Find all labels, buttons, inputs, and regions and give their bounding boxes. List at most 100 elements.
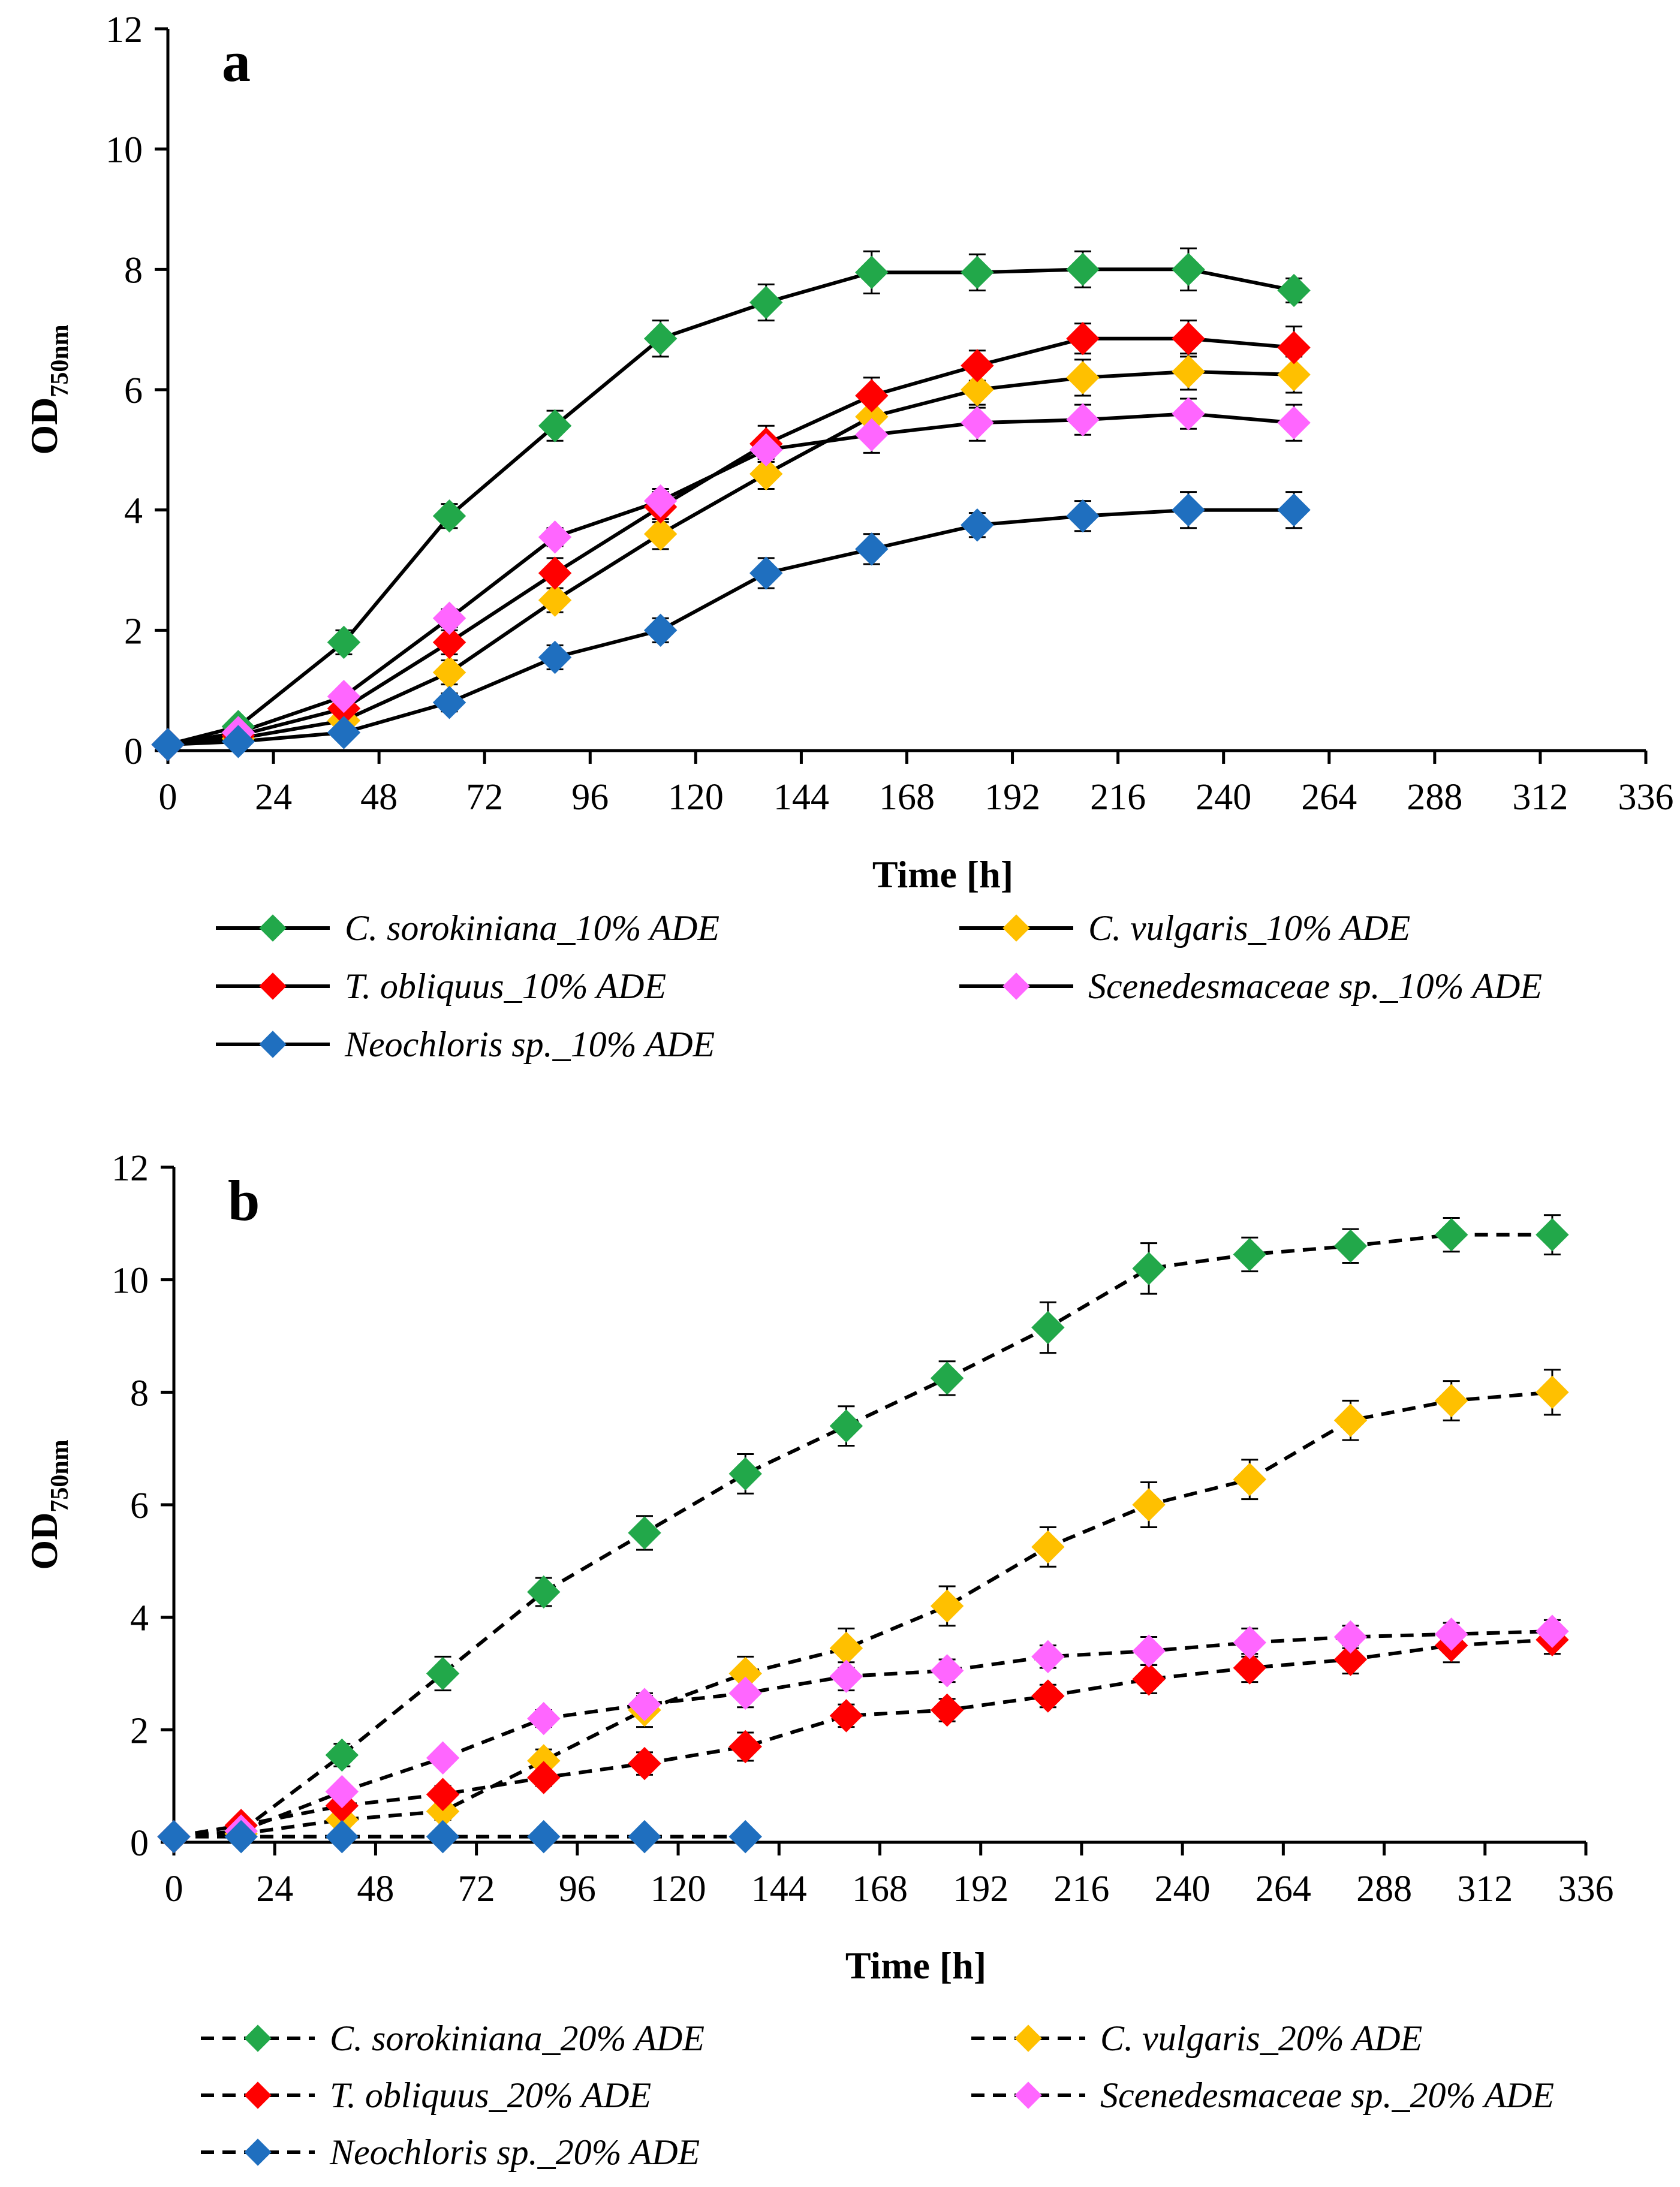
x-tick-label: 96 [571,777,609,818]
y-tick-label: 0 [130,1823,149,1864]
data-point-series-2 [961,373,994,406]
data-point-series-4 [432,601,466,635]
data-point-series-1 [1277,273,1311,308]
data-point-series-5 [221,725,255,758]
data-point-series-5 [855,532,889,566]
data-point-series-4 [1233,1626,1266,1659]
series-line-3 [167,336,1294,746]
y-tick-label: 4 [130,1598,149,1639]
data-point-series-1 [728,1457,762,1491]
data-point-series-3 [432,625,466,659]
data-point-series-5 [961,508,994,542]
data-point-series-4 [538,520,572,554]
data-point-series-3 [628,1746,661,1781]
y-axis-title-main: OD [23,1513,65,1570]
y-tick-label: 8 [130,1373,149,1414]
x-tick-label: 48 [357,1869,394,1909]
series-line-3 [173,1638,1553,1839]
legend-marker [259,914,287,942]
data-point-series-4 [325,1775,359,1809]
data-point-series-3 [538,556,572,590]
data-point-series-1 [1536,1218,1569,1252]
x-tick-label: 120 [668,777,724,818]
x-tick-label: 240 [1196,777,1251,818]
data-point-series-2 [1435,1384,1468,1418]
data-point-series-2 [1277,358,1311,391]
data-point-series-1 [432,499,466,533]
data-point-series-2 [749,457,783,491]
series-line-2 [167,369,1294,746]
series-line-1 [173,1233,1552,1839]
legend-label: T. obliquus_10% ADE [345,966,666,1006]
y-axis-title: OD750nm [23,1439,74,1570]
data-point-series-1 [628,1516,661,1550]
x-axis-title: Time [h] [845,1944,986,1987]
x-tick-label: 0 [159,777,177,818]
data-point-series-4 [961,406,994,439]
data-point-series-5 [1172,493,1205,527]
x-tick-label: 192 [984,777,1040,818]
x-tick-label: 0 [165,1869,183,1909]
legend-label: Neochloris sp._20% ADE [329,2132,700,2172]
legend-label: C. sorokiniana_10% ADE [345,908,719,948]
legend-label: Neochloris sp._10% ADE [344,1025,715,1064]
data-point-series-4 [628,1688,661,1721]
x-tick-label: 144 [773,777,829,818]
x-tick-label: 312 [1512,777,1568,818]
data-point-series-3 [1132,1662,1166,1696]
y-tick-label: 2 [130,1710,149,1751]
data-point-series-5 [1277,493,1311,527]
data-point-series-3 [1172,322,1205,356]
data-point-series-2 [1333,1403,1368,1437]
legend-marker [259,1031,287,1058]
y-tick-label: 2 [124,611,143,652]
x-tick-label: 264 [1301,777,1357,818]
x-tick-label: 216 [1090,777,1146,818]
x-tick-label: 72 [466,777,503,818]
data-point-series-3 [1277,331,1311,365]
legend-marker [244,2025,272,2052]
data-point-series-5 [432,686,466,719]
x-tick-label: 144 [751,1869,807,1909]
data-point-series-1 [1333,1229,1368,1263]
data-point-series-5 [426,1820,460,1854]
x-tick-label: 312 [1457,1869,1513,1909]
y-tick-label: 6 [124,370,143,411]
y-tick-label: 10 [106,130,143,171]
x-tick-label: 48 [360,777,398,818]
legend: C. sorokiniana_10% ADE C. vulgaris_10% AD… [216,908,1542,1064]
data-point-series-5 [628,1820,661,1854]
data-point-series-4 [527,1701,561,1736]
data-point-series-1 [327,625,361,659]
legend-label: C. vulgaris_20% ADE [1100,2019,1422,2058]
data-point-series-2 [1066,361,1100,394]
data-point-series-4 [1536,1614,1569,1648]
series-line-1 [167,267,1294,746]
data-point-series-1 [325,1738,359,1772]
x-tick-label: 336 [1558,1869,1614,1909]
data-point-series-4 [1435,1617,1468,1651]
x-axis-title: Time [h] [872,853,1013,896]
legend-label: Scenedesmaceae sp._10% ADE [1088,966,1542,1006]
data-point-series-5 [643,613,678,647]
x-tick-label: 192 [953,1869,1008,1909]
legend: C. sorokiniana_20% ADE C. vulgaris_20% AD… [201,2019,1554,2172]
data-point-series-5 [157,1820,191,1854]
data-point-series-1 [855,255,889,290]
data-point-series-4 [855,418,889,451]
legend-marker [1014,2025,1042,2052]
data-point-series-1 [749,285,783,320]
data-point-series-2 [538,583,572,617]
x-tick-label: 168 [852,1869,908,1909]
x-tick-label: 216 [1053,1869,1109,1909]
series-line-5 [167,508,1294,746]
data-point-series-2 [1172,355,1205,388]
data-point-series-1 [527,1575,561,1609]
data-point-series-1 [1233,1237,1266,1272]
x-tick-label: 264 [1256,1869,1311,1909]
data-point-series-5 [728,1820,762,1854]
data-point-series-1 [1031,1311,1065,1345]
